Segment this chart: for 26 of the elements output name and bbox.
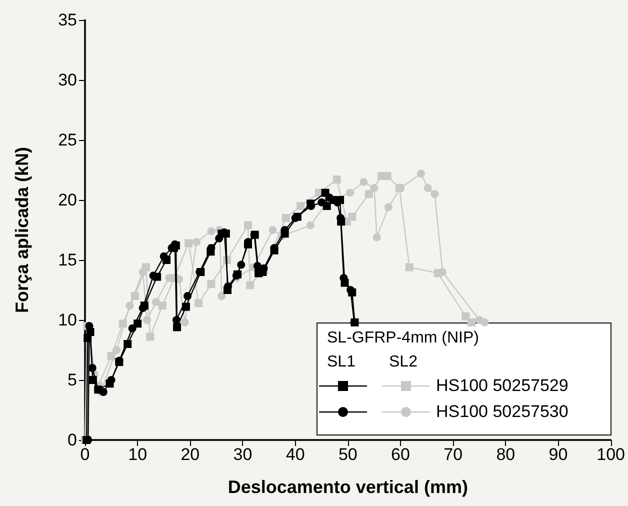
x-tick-label: 20 [180, 445, 200, 464]
y-tick-label: 30 [58, 70, 77, 90]
y-tick-label: 10 [58, 310, 77, 330]
x-tick-label: 80 [496, 445, 516, 464]
x-tick-label: 90 [548, 445, 568, 464]
x-tick-label: 70 [444, 445, 463, 464]
annotation: SL1 [327, 354, 356, 370]
x-axis-title: Deslocamento vertical (mm) [228, 477, 468, 497]
y-tick-label: 25 [58, 130, 77, 150]
y-tick-label: 0 [68, 430, 77, 450]
annotation: SL2 [389, 354, 418, 370]
x-tick-label: 30 [233, 445, 252, 464]
legend-label: HS100 50257530 [436, 402, 568, 421]
x-tick-label: 100 [596, 445, 626, 464]
y-axis-title: Força aplicada (kN) [12, 146, 32, 314]
x-tick-label: 10 [128, 445, 148, 464]
legend-title: SL-GFRP-4mm (NIP) [327, 330, 479, 346]
x-tick-label: 40 [286, 445, 305, 464]
y-tick-label: 35 [58, 10, 77, 30]
y-tick-label: 20 [58, 190, 77, 210]
y-tick-label: 15 [58, 250, 77, 270]
x-tick-label: 0 [80, 445, 90, 464]
x-tick-label: 50 [338, 445, 358, 464]
legend-label: HS100 50257529 [436, 376, 568, 395]
y-tick-label: 5 [68, 370, 77, 390]
x-tick-label: 60 [391, 445, 410, 464]
